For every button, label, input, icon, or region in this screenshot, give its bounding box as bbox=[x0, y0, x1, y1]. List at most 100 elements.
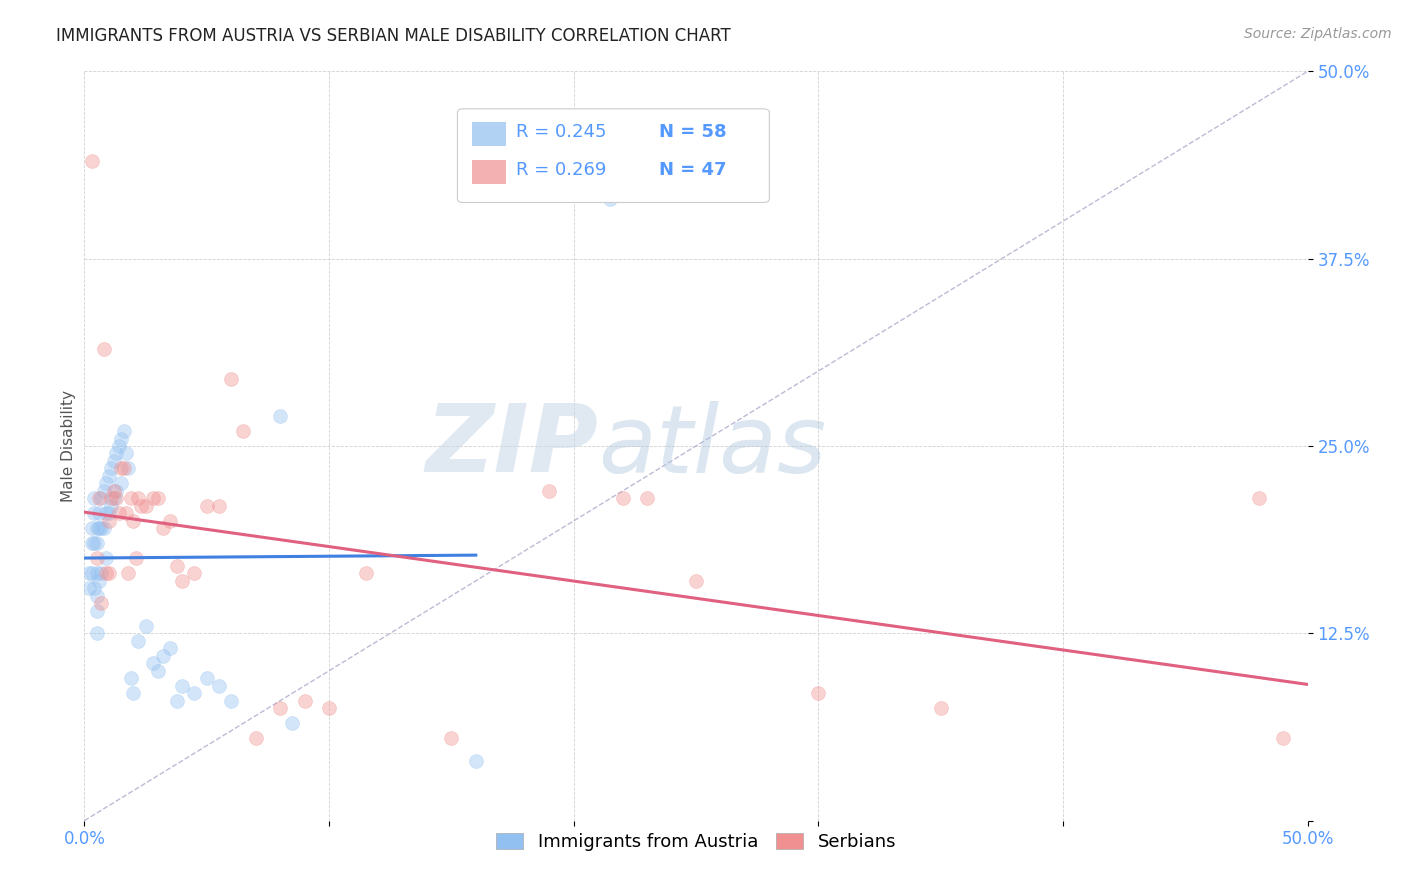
Text: R = 0.269: R = 0.269 bbox=[516, 161, 606, 178]
Point bbox=[87, 574, 110, 588]
Point bbox=[929, 701, 952, 715]
Point bbox=[172, 679, 194, 693]
Point bbox=[86, 626, 108, 640]
Point bbox=[166, 694, 188, 708]
Point bbox=[115, 446, 138, 460]
Point bbox=[159, 641, 181, 656]
Text: N = 47: N = 47 bbox=[659, 161, 727, 178]
Point bbox=[159, 514, 181, 528]
Text: IMMIGRANTS FROM AUSTRIA VS SERBIAN MALE DISABILITY CORRELATION CHART: IMMIGRANTS FROM AUSTRIA VS SERBIAN MALE … bbox=[56, 27, 731, 45]
Point bbox=[103, 483, 125, 498]
Point bbox=[129, 499, 152, 513]
FancyBboxPatch shape bbox=[472, 160, 506, 184]
Point bbox=[90, 596, 112, 610]
Point bbox=[115, 507, 138, 521]
Point bbox=[195, 671, 218, 685]
Point bbox=[464, 754, 486, 768]
Text: atlas: atlas bbox=[598, 401, 827, 491]
Point bbox=[100, 461, 122, 475]
Point bbox=[96, 551, 118, 566]
Point bbox=[120, 491, 142, 506]
Point bbox=[612, 491, 634, 506]
Point bbox=[125, 551, 148, 566]
Point bbox=[117, 461, 139, 475]
Point bbox=[110, 461, 132, 475]
Point bbox=[538, 483, 561, 498]
Point bbox=[90, 521, 112, 535]
Point bbox=[269, 409, 291, 423]
Text: N = 58: N = 58 bbox=[659, 123, 727, 141]
Point bbox=[142, 657, 165, 671]
Point bbox=[86, 551, 108, 566]
FancyBboxPatch shape bbox=[457, 109, 769, 202]
Point bbox=[103, 454, 125, 468]
Point bbox=[105, 483, 128, 498]
Point bbox=[80, 536, 103, 550]
Point bbox=[636, 491, 658, 506]
Point bbox=[245, 731, 267, 746]
Point bbox=[112, 461, 135, 475]
Point bbox=[100, 491, 122, 506]
Point bbox=[96, 507, 118, 521]
Text: ZIP: ZIP bbox=[425, 400, 598, 492]
Point bbox=[152, 648, 174, 663]
Point bbox=[807, 686, 830, 700]
Point bbox=[86, 589, 108, 603]
Point bbox=[1272, 731, 1295, 746]
Point bbox=[80, 154, 103, 169]
Point bbox=[294, 694, 316, 708]
Point bbox=[122, 514, 145, 528]
Point bbox=[172, 574, 194, 588]
Point bbox=[77, 566, 100, 581]
Point bbox=[86, 566, 108, 581]
Point bbox=[110, 432, 132, 446]
Point bbox=[87, 491, 110, 506]
Point bbox=[599, 192, 621, 206]
Point bbox=[152, 521, 174, 535]
Point bbox=[90, 566, 112, 581]
Point bbox=[107, 439, 129, 453]
Point bbox=[146, 664, 169, 678]
Point bbox=[105, 491, 128, 506]
Point bbox=[183, 686, 205, 700]
Point bbox=[90, 491, 112, 506]
Point bbox=[103, 491, 125, 506]
Point bbox=[97, 469, 120, 483]
Point bbox=[146, 491, 169, 506]
FancyBboxPatch shape bbox=[472, 122, 506, 146]
Point bbox=[354, 566, 377, 581]
Point bbox=[86, 536, 108, 550]
Point bbox=[208, 499, 231, 513]
Point bbox=[142, 491, 165, 506]
Point bbox=[86, 521, 108, 535]
Point bbox=[83, 582, 105, 596]
Point bbox=[107, 507, 129, 521]
Point bbox=[219, 371, 242, 385]
Point bbox=[97, 514, 120, 528]
Point bbox=[80, 566, 103, 581]
Point bbox=[440, 731, 463, 746]
Point bbox=[135, 499, 157, 513]
Point bbox=[86, 604, 108, 618]
Point bbox=[83, 536, 105, 550]
Point bbox=[93, 521, 115, 535]
Point bbox=[208, 679, 231, 693]
Point bbox=[135, 619, 157, 633]
Point bbox=[96, 476, 118, 491]
Point bbox=[318, 701, 340, 715]
Point bbox=[97, 507, 120, 521]
Point bbox=[166, 558, 188, 573]
Point bbox=[110, 476, 132, 491]
Point bbox=[1247, 491, 1270, 506]
Point bbox=[77, 582, 100, 596]
Point bbox=[685, 574, 707, 588]
Point bbox=[93, 483, 115, 498]
Point bbox=[127, 633, 149, 648]
Point bbox=[87, 507, 110, 521]
Point bbox=[195, 499, 218, 513]
Point bbox=[100, 499, 122, 513]
Y-axis label: Male Disability: Male Disability bbox=[60, 390, 76, 502]
Point bbox=[96, 566, 118, 581]
Point bbox=[80, 521, 103, 535]
Point bbox=[127, 491, 149, 506]
